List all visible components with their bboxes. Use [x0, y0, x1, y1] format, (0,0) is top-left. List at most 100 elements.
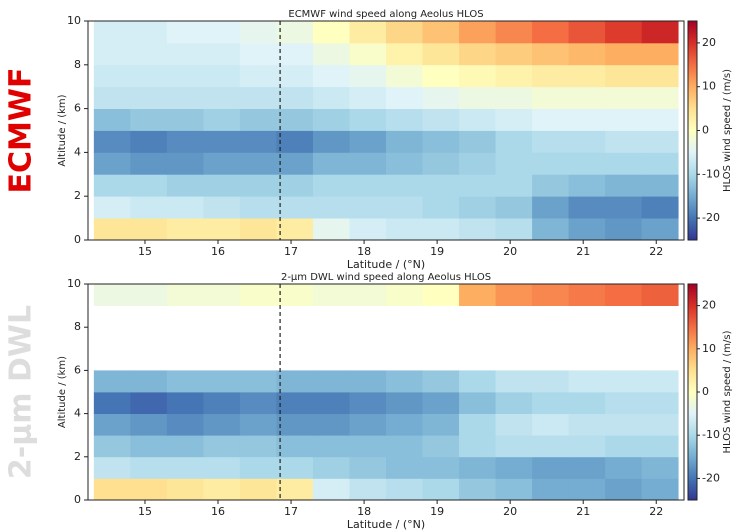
colorbar-tick-label: 0 — [702, 124, 709, 137]
colorbar-tick-label: -10 — [702, 167, 720, 180]
heatmap-cell — [166, 42, 204, 66]
heatmap-cell — [568, 130, 606, 153]
y-tick-label: 2 — [74, 450, 81, 463]
x-tick-label: 22 — [649, 245, 663, 258]
colorbar — [687, 20, 698, 241]
heatmap-cell — [239, 152, 277, 175]
heatmap-cell — [568, 218, 606, 241]
heatmap-cell — [276, 152, 314, 175]
heatmap-cell — [166, 130, 204, 153]
heatmap-cell — [568, 370, 606, 393]
heatmap-cell — [495, 370, 533, 393]
heatmap-cell — [239, 64, 277, 88]
heatmap-cell — [495, 42, 533, 66]
heatmap-cell — [605, 130, 643, 153]
heatmap-cell — [276, 478, 314, 501]
y-axis-label: Altitude / (km) — [57, 356, 68, 428]
heatmap-cell — [93, 64, 131, 88]
heatmap-cell — [203, 64, 241, 88]
heatmap-cell — [495, 284, 533, 306]
heatmap-cell — [203, 108, 241, 131]
heatmap-cell — [203, 413, 241, 436]
heatmap-cell — [386, 435, 423, 458]
heatmap-cell — [422, 413, 460, 436]
colorbar-tick-label: 0 — [702, 385, 709, 398]
heatmap-cell — [130, 130, 168, 153]
colorbar-tick-label: -20 — [702, 211, 720, 224]
heatmap-cell — [532, 130, 569, 153]
heatmap-cell — [641, 392, 679, 414]
x-tick-label: 18 — [357, 245, 371, 258]
heatmap-cell — [568, 21, 606, 44]
heatmap-cell — [422, 478, 460, 501]
heatmap-cell — [568, 413, 606, 436]
heatmap-cell — [641, 152, 679, 175]
heatmap-cell — [568, 196, 606, 219]
heatmap-cell — [130, 218, 168, 241]
heatmap-cell — [312, 174, 350, 197]
x-tick-label: 17 — [284, 505, 298, 518]
heatmap-cell — [93, 21, 131, 44]
heatmap-cell — [495, 435, 533, 458]
heatmap-cell — [605, 218, 643, 241]
heatmap-cell — [203, 174, 241, 197]
heatmap-cell — [605, 196, 643, 219]
heatmap-cell — [422, 218, 460, 241]
heatmap-cell — [166, 456, 204, 479]
heatmap-cell — [605, 174, 643, 197]
heatmap-cell — [641, 284, 679, 306]
x-tick-label: 22 — [649, 505, 663, 518]
plot-frame — [87, 20, 685, 241]
heatmap-cell — [605, 435, 643, 458]
heatmap-cell — [386, 86, 423, 109]
heatmap-cell — [312, 392, 350, 414]
heatmap-cell — [276, 413, 314, 436]
heatmap-cell — [386, 218, 423, 241]
heatmap-cell — [495, 86, 533, 109]
colorbar — [687, 283, 698, 501]
heatmap-cell — [532, 456, 569, 479]
heatmap-cell — [203, 42, 241, 66]
heatmap-cell — [605, 370, 643, 393]
y-tick-label: 10 — [67, 14, 81, 27]
heatmap-cell — [568, 42, 606, 66]
heatmap-cell — [386, 478, 423, 501]
heatmap-cell — [130, 413, 168, 436]
heatmap-cell — [386, 21, 423, 44]
heatmap-cell — [93, 86, 131, 109]
heatmap-cell — [605, 413, 643, 436]
heatmap-cell — [532, 478, 569, 501]
heatmap-cell — [203, 130, 241, 153]
heatmap-cell — [532, 284, 569, 306]
heatmap-cell — [130, 392, 168, 414]
heatmap-cell — [459, 196, 496, 219]
heatmap-cell — [386, 152, 423, 175]
heatmap-cell — [532, 218, 569, 241]
heatmap-cell — [532, 392, 569, 414]
heatmap-cell — [386, 130, 423, 153]
heatmap-cell — [349, 413, 387, 436]
heatmap-cell — [312, 456, 350, 479]
heatmap-cell — [459, 130, 496, 153]
heatmap-cell — [459, 64, 496, 88]
heatmap-cell — [130, 64, 168, 88]
heatmap-cell — [532, 21, 569, 44]
heatmap-cell — [349, 370, 387, 393]
heatmap-cell — [495, 456, 533, 479]
heatmap-cell — [641, 478, 679, 501]
heatmap-cell — [239, 86, 277, 109]
heatmap-cell — [130, 86, 168, 109]
y-tick-label: 6 — [74, 102, 81, 115]
y-tick-label: 4 — [74, 145, 81, 158]
heatmap-cell — [422, 284, 460, 306]
heatmap-cell — [203, 392, 241, 414]
x-tick-label: 16 — [211, 245, 225, 258]
heatmap-cell — [568, 478, 606, 501]
heatmap-cell — [93, 42, 131, 66]
heatmap-cell — [239, 42, 277, 66]
heatmap-cell — [349, 435, 387, 458]
heatmap-cell — [641, 42, 679, 66]
x-tick-label: 19 — [430, 505, 444, 518]
heatmap-cell — [605, 152, 643, 175]
heatmap-cell — [641, 370, 679, 393]
